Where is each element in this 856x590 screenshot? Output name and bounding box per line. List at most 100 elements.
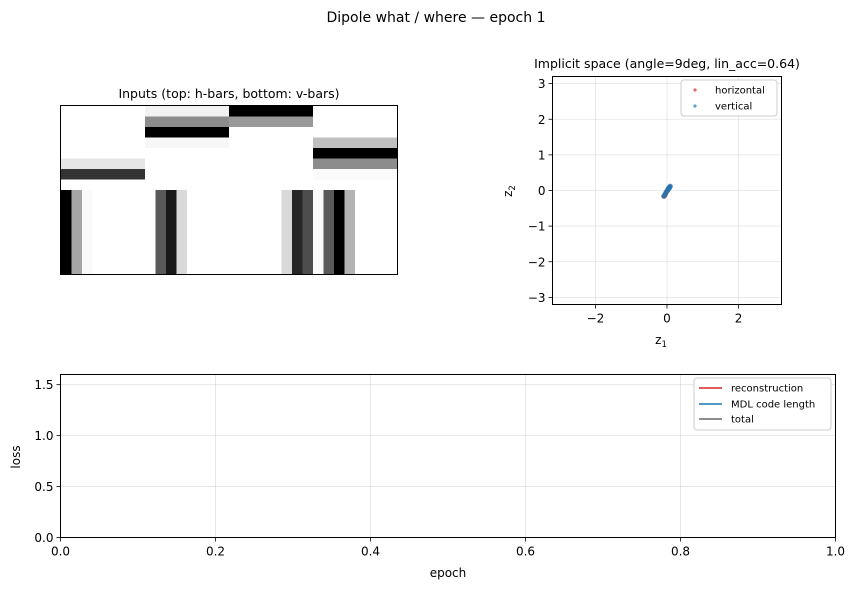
heatmap-cell [61, 116, 146, 128]
heatmap-cell [313, 116, 398, 128]
heatmap-cell [61, 158, 146, 170]
implicit-space-scatter-chart: Implicit space (angle=9deg, lin_acc=0.64… [501, 56, 800, 350]
heatmap-cell [82, 190, 93, 275]
heatmap-cell [281, 190, 293, 275]
loss-line-chart: 0.0 0.2 0.4 0.6 0.8 1.0 0.0 0.5 1.0 1.5 epoch los… [9, 374, 845, 580]
heatmap-cell [61, 179, 146, 191]
heatmap-cell [92, 190, 104, 275]
scatter-ylabel: z2 [501, 185, 518, 197]
heatmap-cell [313, 106, 398, 117]
heatmap-frame [60, 105, 398, 275]
scatter-legend-box [680, 79, 778, 117]
heatmap-cell [313, 179, 398, 191]
loss-ytick-label: 0.0 [34, 531, 53, 545]
heatmap-cell [365, 190, 377, 275]
heatmap-cell [71, 190, 83, 275]
heatmap-cell [145, 158, 230, 170]
heatmap-cell [145, 137, 230, 149]
loss-ylabel: loss [9, 445, 23, 468]
heatmap-cell [229, 106, 314, 117]
heatmap-cell [61, 127, 146, 138]
legend-label-reconstruction: reconstruction [731, 384, 803, 395]
heatmap-cell [124, 190, 135, 275]
heatmap-cell [229, 127, 314, 138]
heatmap-cell [229, 148, 314, 159]
heatmap-cell [145, 106, 230, 117]
scatter-ytick-label: −1 [528, 220, 546, 234]
scatter-frame [552, 76, 782, 305]
scatter-ytick-label: 2 [538, 113, 546, 127]
loss-ytick-label: 1.0 [34, 429, 53, 443]
heatmap-cell [334, 190, 345, 275]
loss-frame [60, 374, 836, 538]
loss-xtick-label: 1.0 [826, 545, 845, 559]
scatter-ytick-label: 1 [538, 148, 546, 162]
heatmap-cell [61, 106, 146, 117]
heatmap-cell [145, 127, 230, 138]
legend-marker-vertical [693, 104, 697, 108]
heatmap-cell [166, 190, 177, 275]
loss-xtick-label: 0.4 [361, 545, 380, 559]
legend-label-mdl-code-length: MDL code length [731, 400, 815, 411]
heatmap-cell [302, 190, 314, 275]
legend-label-total: total [731, 415, 754, 426]
legend-marker-horizontal [693, 88, 697, 92]
heatmap-cell [376, 190, 387, 275]
heatmap-cell [155, 190, 167, 275]
heatmap-cell [271, 190, 282, 275]
heatmap-cells [61, 106, 398, 275]
heatmap-cell [145, 169, 230, 180]
heatmap-cell [61, 169, 146, 180]
heatmap-cell [145, 179, 230, 191]
heatmap-cell [187, 190, 198, 275]
heatmap-cell [313, 137, 398, 149]
scatter-ticks: −2 0 2 −3 −2 −1 0 1 2 3 [528, 77, 743, 325]
scatter-points [661, 183, 673, 199]
heatmap-cell [145, 116, 230, 128]
heatmap-cell [239, 190, 251, 275]
heatmap-cell [260, 190, 272, 275]
loss-legend: reconstruction MDL code length total [693, 377, 832, 431]
scatter-legend: horizontal vertical [680, 79, 778, 117]
heatmap-cell [386, 190, 398, 275]
heatmap-cell [134, 190, 146, 275]
heatmap-cell [323, 190, 335, 275]
loss-ytick-label: 0.5 [34, 480, 53, 494]
heatmap-cell [176, 190, 188, 275]
heatmap-cell [145, 190, 156, 275]
heatmap-cell [313, 169, 398, 180]
loss-xlabel: epoch [430, 566, 467, 580]
heatmap-cell [208, 190, 219, 275]
scatter-ytick-label: 3 [538, 77, 546, 91]
loss-xtick-label: 0.2 [206, 545, 225, 559]
heatmap-cell [197, 190, 209, 275]
scatter-xtick-label: −2 [587, 312, 605, 326]
heatmap-title: Inputs (top: h-bars, bottom: v-bars) [118, 86, 339, 101]
heatmap-cell [229, 169, 314, 180]
heatmap-cell [61, 190, 72, 275]
heatmap-cell [229, 137, 314, 149]
scatter-ytick-label: −2 [528, 255, 546, 269]
heatmap-cell [229, 190, 240, 275]
heatmap-cell [229, 179, 314, 191]
heatmap-cell [113, 190, 125, 275]
scatter-xtick-label: 0 [663, 312, 671, 326]
heatmap-cell [344, 190, 356, 275]
inputs-heatmap-chart: Inputs (top: h-bars, bottom: v-bars) [60, 86, 398, 275]
heatmap-cell [313, 148, 398, 159]
loss-xtick-label: 0.8 [671, 545, 690, 559]
scatter-ytick-label: 0 [538, 184, 546, 198]
heatmap-cell [313, 127, 398, 138]
heatmap-cell [61, 148, 146, 159]
scatter-title: Implicit space (angle=9deg, lin_acc=0.64… [534, 56, 800, 71]
scatter-point-vertical [665, 185, 672, 191]
heatmap-cell [292, 190, 303, 275]
scatter-ytick-label: −3 [528, 291, 546, 305]
loss-ytick-label: 1.5 [34, 378, 53, 392]
heatmap-cell [229, 116, 314, 128]
loss-ticks: 0.0 0.2 0.4 0.6 0.8 1.0 0.0 0.5 1.0 1.5 [34, 378, 845, 558]
heatmap-cell [250, 190, 261, 275]
scatter-xlabel: z1 [655, 333, 667, 350]
heatmap-cell [229, 158, 314, 170]
